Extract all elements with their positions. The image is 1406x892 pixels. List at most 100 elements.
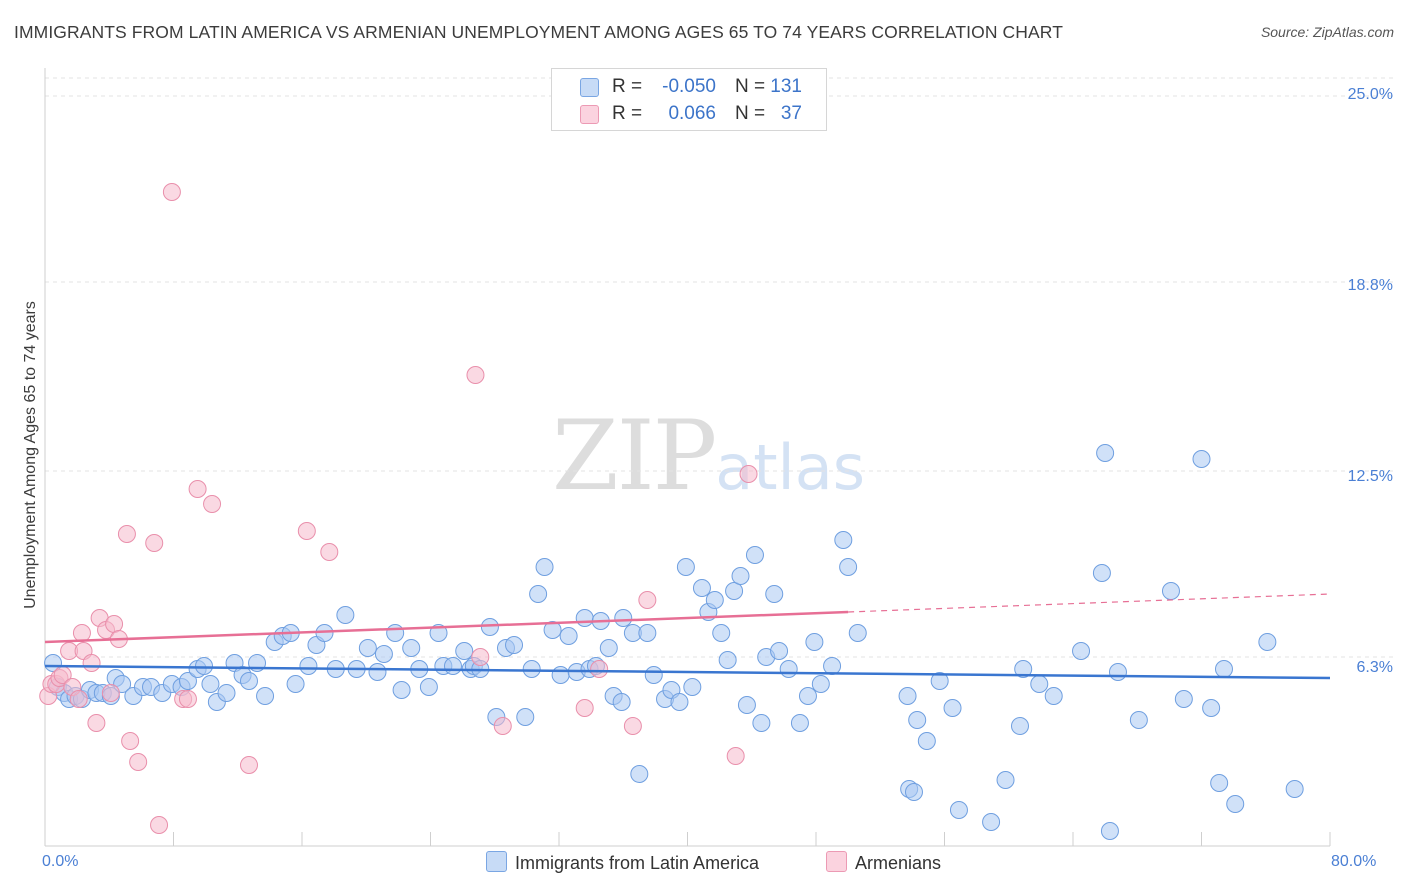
legend-label: Armenians — [855, 853, 942, 873]
legend-item-armenians[interactable]: Armenians — [826, 851, 941, 874]
trend-lines — [44, 593, 1331, 680]
x-tick-label: 80.0% — [1331, 853, 1377, 870]
latin-america-point — [996, 771, 1015, 789]
armenians-point — [638, 591, 657, 609]
latin-america-point — [559, 627, 578, 645]
latin-america-point — [429, 624, 448, 642]
armenians-point — [129, 753, 148, 771]
armenians-point — [239, 756, 258, 774]
legend-label: Immigrants from Latin America — [515, 853, 760, 873]
latin-america-point — [943, 699, 962, 717]
latin-america-point — [765, 585, 784, 603]
latin-america-point — [1285, 780, 1304, 798]
stats-row-armenians: R = 0.066 N = 37 — [552, 101, 826, 127]
latin-america-point — [798, 687, 817, 705]
latin-america-point — [770, 642, 789, 660]
y-tick-label: 18.8% — [1347, 277, 1393, 294]
latin-america-point — [286, 675, 305, 693]
series-armenians-points — [39, 183, 758, 834]
legend-item-latin-america[interactable]: Immigrants from Latin America — [486, 851, 759, 874]
n-label: N = — [735, 76, 766, 97]
legend-swatch-blue — [580, 78, 599, 97]
latin-america-point — [543, 621, 562, 639]
latin-america-point — [419, 678, 438, 696]
latin-america-point — [386, 624, 405, 642]
armenians-point — [493, 717, 512, 735]
latin-america-point — [982, 813, 1001, 831]
latin-america-point — [1096, 444, 1115, 462]
latin-america-point — [692, 579, 711, 597]
latin-america-point — [718, 651, 737, 669]
latin-america-point — [1161, 582, 1180, 600]
grid-lines — [45, 77, 1395, 658]
latin-america-point — [201, 675, 220, 693]
latin-america-point — [1258, 633, 1277, 651]
r-label: R = — [612, 103, 643, 124]
latin-america-point — [522, 660, 541, 678]
latin-america-point — [676, 558, 695, 576]
chart-title: IMMIGRANTS FROM LATIN AMERICA VS ARMENIA… — [14, 22, 1063, 42]
armenians-point — [466, 366, 485, 384]
armenians-point — [471, 648, 490, 666]
latin-america-point — [178, 672, 197, 690]
armenians-point — [726, 747, 745, 765]
latin-america-point — [374, 645, 393, 663]
x-tick-label: 0.0% — [42, 853, 79, 870]
latin-america-point — [949, 801, 968, 819]
latin-america-point — [1214, 660, 1233, 678]
latin-america-point — [930, 672, 949, 690]
latin-america-point — [1100, 822, 1119, 840]
armenians-point — [162, 183, 181, 201]
watermark: ZIPatlas — [552, 400, 865, 512]
latin-america-point — [752, 714, 771, 732]
armenians-point — [82, 654, 101, 672]
latin-america-point — [299, 657, 318, 675]
latin-america-point — [1044, 687, 1063, 705]
n-label: N = — [735, 103, 766, 124]
latin-america-point — [551, 666, 570, 684]
armenians-point — [87, 714, 106, 732]
legend-swatch-blue — [486, 851, 507, 872]
latin-america-point — [705, 591, 724, 609]
latin-america-point — [217, 684, 236, 702]
latin-america-point — [1226, 795, 1245, 813]
latin-america-point — [336, 606, 355, 624]
armenians-point — [69, 690, 88, 708]
correlation-stats-box: R = -0.050 N = 131 R = 0.066 N = 37 — [551, 68, 827, 131]
armenians-point — [203, 495, 222, 513]
y-axis-label: Unemployment Among Ages 65 to 74 years — [22, 301, 39, 609]
armenians-point — [178, 690, 197, 708]
latin-america-point — [1092, 564, 1111, 582]
armenians-point — [297, 522, 316, 540]
latin-america-point — [239, 672, 258, 690]
latin-america-point — [638, 624, 657, 642]
latin-america-point — [712, 624, 731, 642]
series-latin-america-points — [44, 444, 1304, 840]
latin-america-point — [790, 714, 809, 732]
latin-america-point — [834, 531, 853, 549]
latin-america-point — [670, 693, 689, 711]
latin-america-point — [630, 765, 649, 783]
source-credit: Source: ZipAtlas.com — [1260, 24, 1394, 40]
armenians-point — [188, 480, 207, 498]
latin-america-point — [1192, 450, 1211, 468]
latin-america-point — [1129, 711, 1148, 729]
latin-america-point — [358, 639, 377, 657]
latin-america-trend-line — [44, 664, 1331, 680]
latin-america-point — [599, 639, 618, 657]
latin-america-point — [725, 582, 744, 600]
armenians-point — [590, 660, 609, 678]
r-value: -0.050 — [662, 76, 716, 97]
latin-america-point — [898, 687, 917, 705]
latin-america-point — [1014, 660, 1033, 678]
latin-america-point — [805, 633, 824, 651]
watermark-atlas: atlas — [715, 431, 866, 504]
latin-america-point — [811, 675, 830, 693]
armenians-point — [105, 615, 124, 633]
latin-america-point — [839, 558, 858, 576]
y-tick-label: 12.5% — [1347, 468, 1393, 485]
latin-america-point — [455, 642, 474, 660]
r-label: R = — [612, 76, 643, 97]
y-tick-label: 6.3% — [1356, 659, 1393, 676]
